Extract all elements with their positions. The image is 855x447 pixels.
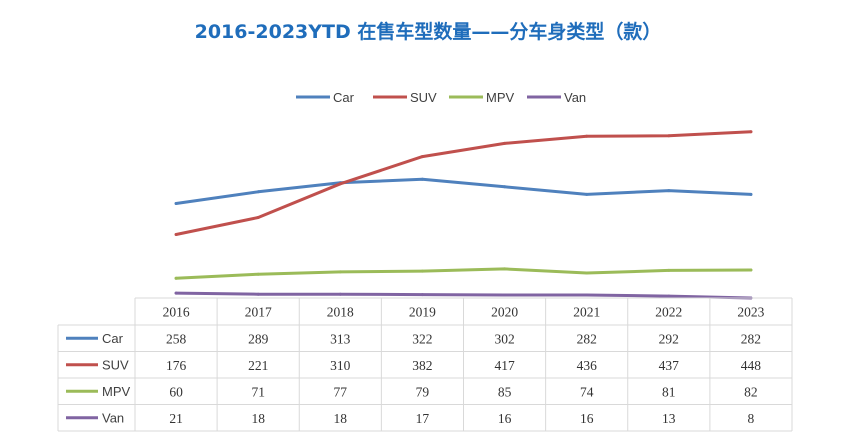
point-car-2017 (256, 190, 260, 194)
plot-area (174, 130, 753, 300)
point-mpv-2017 (256, 272, 260, 276)
table-header-2019: 2019 (409, 305, 436, 320)
point-mpv-2022 (667, 268, 671, 272)
table-cell-van-2021: 16 (580, 411, 594, 426)
series-line-suv (174, 130, 753, 236)
table-header-row: 2016 2017 2018 2019 2020 2021 2022 2023 (163, 305, 765, 320)
point-car-2021 (585, 192, 589, 196)
table-cell-van-2020: 16 (498, 411, 512, 426)
table-row-mpv: MPV 60 71 77 79 85 74 81 82 (66, 384, 758, 399)
point-car-2022 (667, 189, 671, 193)
table-cell-mpv-2023: 82 (744, 384, 758, 399)
table-header-2023: 2023 (737, 305, 764, 320)
series-line-car (174, 177, 753, 205)
series-line-van (174, 291, 753, 300)
point-van-2016 (174, 291, 178, 295)
point-van-2020 (503, 293, 507, 297)
table-cell-van-2022: 13 (662, 411, 676, 426)
table-cell-van-2017: 18 (251, 411, 265, 426)
table-cell-mpv-2016: 60 (169, 384, 183, 399)
legend-label-mpv: MPV (486, 90, 515, 105)
point-car-2023 (749, 192, 753, 196)
point-suv-2018 (338, 182, 342, 186)
point-suv-2020 (503, 141, 507, 145)
table-cell-suv-2020: 417 (494, 358, 515, 373)
point-mpv-2023 (749, 268, 753, 272)
point-car-2016 (174, 202, 178, 205)
table-cell-car-2016: 258 (166, 331, 187, 346)
table-cell-car-2017: 289 (248, 331, 269, 346)
table-cell-suv-2023: 448 (741, 358, 762, 373)
table-header-2022: 2022 (655, 305, 682, 320)
legend-item-mpv: MPV (449, 90, 515, 105)
table-row-label-van: Van (102, 410, 124, 425)
table-grid (57, 297, 793, 432)
table-header-2016: 2016 (163, 305, 190, 320)
table-header-2021: 2021 (573, 305, 600, 320)
table-row-label-car: Car (102, 331, 124, 346)
table-header-2018: 2018 (327, 305, 354, 320)
point-suv-2016 (174, 233, 178, 236)
point-suv-2017 (256, 216, 260, 219)
point-car-2019 (420, 177, 424, 181)
point-mpv-2018 (338, 270, 342, 274)
table-cell-suv-2017: 221 (248, 358, 268, 373)
point-mpv-2016 (174, 276, 178, 280)
table-cell-mpv-2022: 81 (662, 384, 676, 399)
legend-item-car: Car (296, 90, 355, 105)
point-van-2022 (667, 294, 671, 298)
table-row-suv: SUV 176 221 310 382 417 436 437 448 (66, 357, 761, 373)
point-mpv-2021 (585, 271, 589, 275)
point-van-2019 (420, 293, 424, 297)
point-suv-2021 (585, 134, 589, 138)
table-cell-car-2019: 322 (412, 331, 432, 346)
table-row-label-mpv: MPV (102, 384, 131, 399)
point-suv-2023 (749, 130, 753, 134)
table-cell-car-2018: 313 (330, 331, 351, 346)
table-cell-mpv-2018: 77 (334, 384, 348, 399)
series-line-mpv (174, 267, 753, 280)
legend-label-van: Van (564, 90, 586, 105)
table-cell-van-2019: 17 (416, 411, 430, 426)
table-cell-mpv-2017: 71 (251, 384, 265, 399)
table-cell-car-2022: 292 (659, 331, 679, 346)
table-cell-suv-2021: 436 (577, 358, 598, 373)
table-cell-suv-2019: 382 (412, 358, 432, 373)
legend-label-suv: SUV (410, 90, 437, 105)
table-cell-van-2018: 18 (334, 411, 348, 426)
chart-title: 2016-2023YTD 在售车型数量——分车身类型（款） (195, 20, 662, 43)
table-row-van: Van 21 18 18 17 16 16 13 8 (66, 410, 755, 426)
legend-label-car: Car (333, 90, 355, 105)
table-cell-car-2023: 282 (741, 331, 761, 346)
point-suv-2019 (420, 155, 424, 159)
data-table: 2016 2017 2018 2019 2020 2021 2022 2023 Car 258 28… (57, 297, 793, 432)
table-header-2020: 2020 (491, 305, 518, 320)
point-van-2021 (585, 293, 589, 297)
point-mpv-2019 (420, 269, 424, 273)
table-row-label-suv: SUV (102, 357, 129, 372)
table-header-2017: 2017 (245, 305, 272, 320)
point-car-2020 (503, 185, 507, 189)
table-cell-mpv-2020: 85 (498, 384, 512, 399)
point-mpv-2020 (503, 267, 507, 271)
table-cell-car-2021: 282 (577, 331, 597, 346)
table-cell-suv-2018: 310 (330, 358, 351, 373)
table-cell-mpv-2021: 74 (580, 384, 594, 399)
point-van-2018 (338, 292, 342, 296)
table-cell-suv-2022: 437 (659, 358, 680, 373)
legend-item-suv: SUV (373, 90, 437, 105)
point-suv-2022 (667, 134, 671, 138)
point-van-2017 (256, 292, 260, 296)
table-cell-car-2020: 302 (494, 331, 514, 346)
table-row-car: Car 258 289 313 322 302 282 292 282 (66, 331, 761, 346)
legend: Car SUV MPV Van (296, 90, 586, 105)
table-cell-van-2016: 21 (169, 411, 183, 426)
table-cell-van-2023: 8 (748, 411, 755, 426)
table-cell-suv-2016: 176 (166, 358, 187, 373)
legend-item-van: Van (527, 90, 586, 105)
table-cell-mpv-2019: 79 (416, 384, 430, 399)
